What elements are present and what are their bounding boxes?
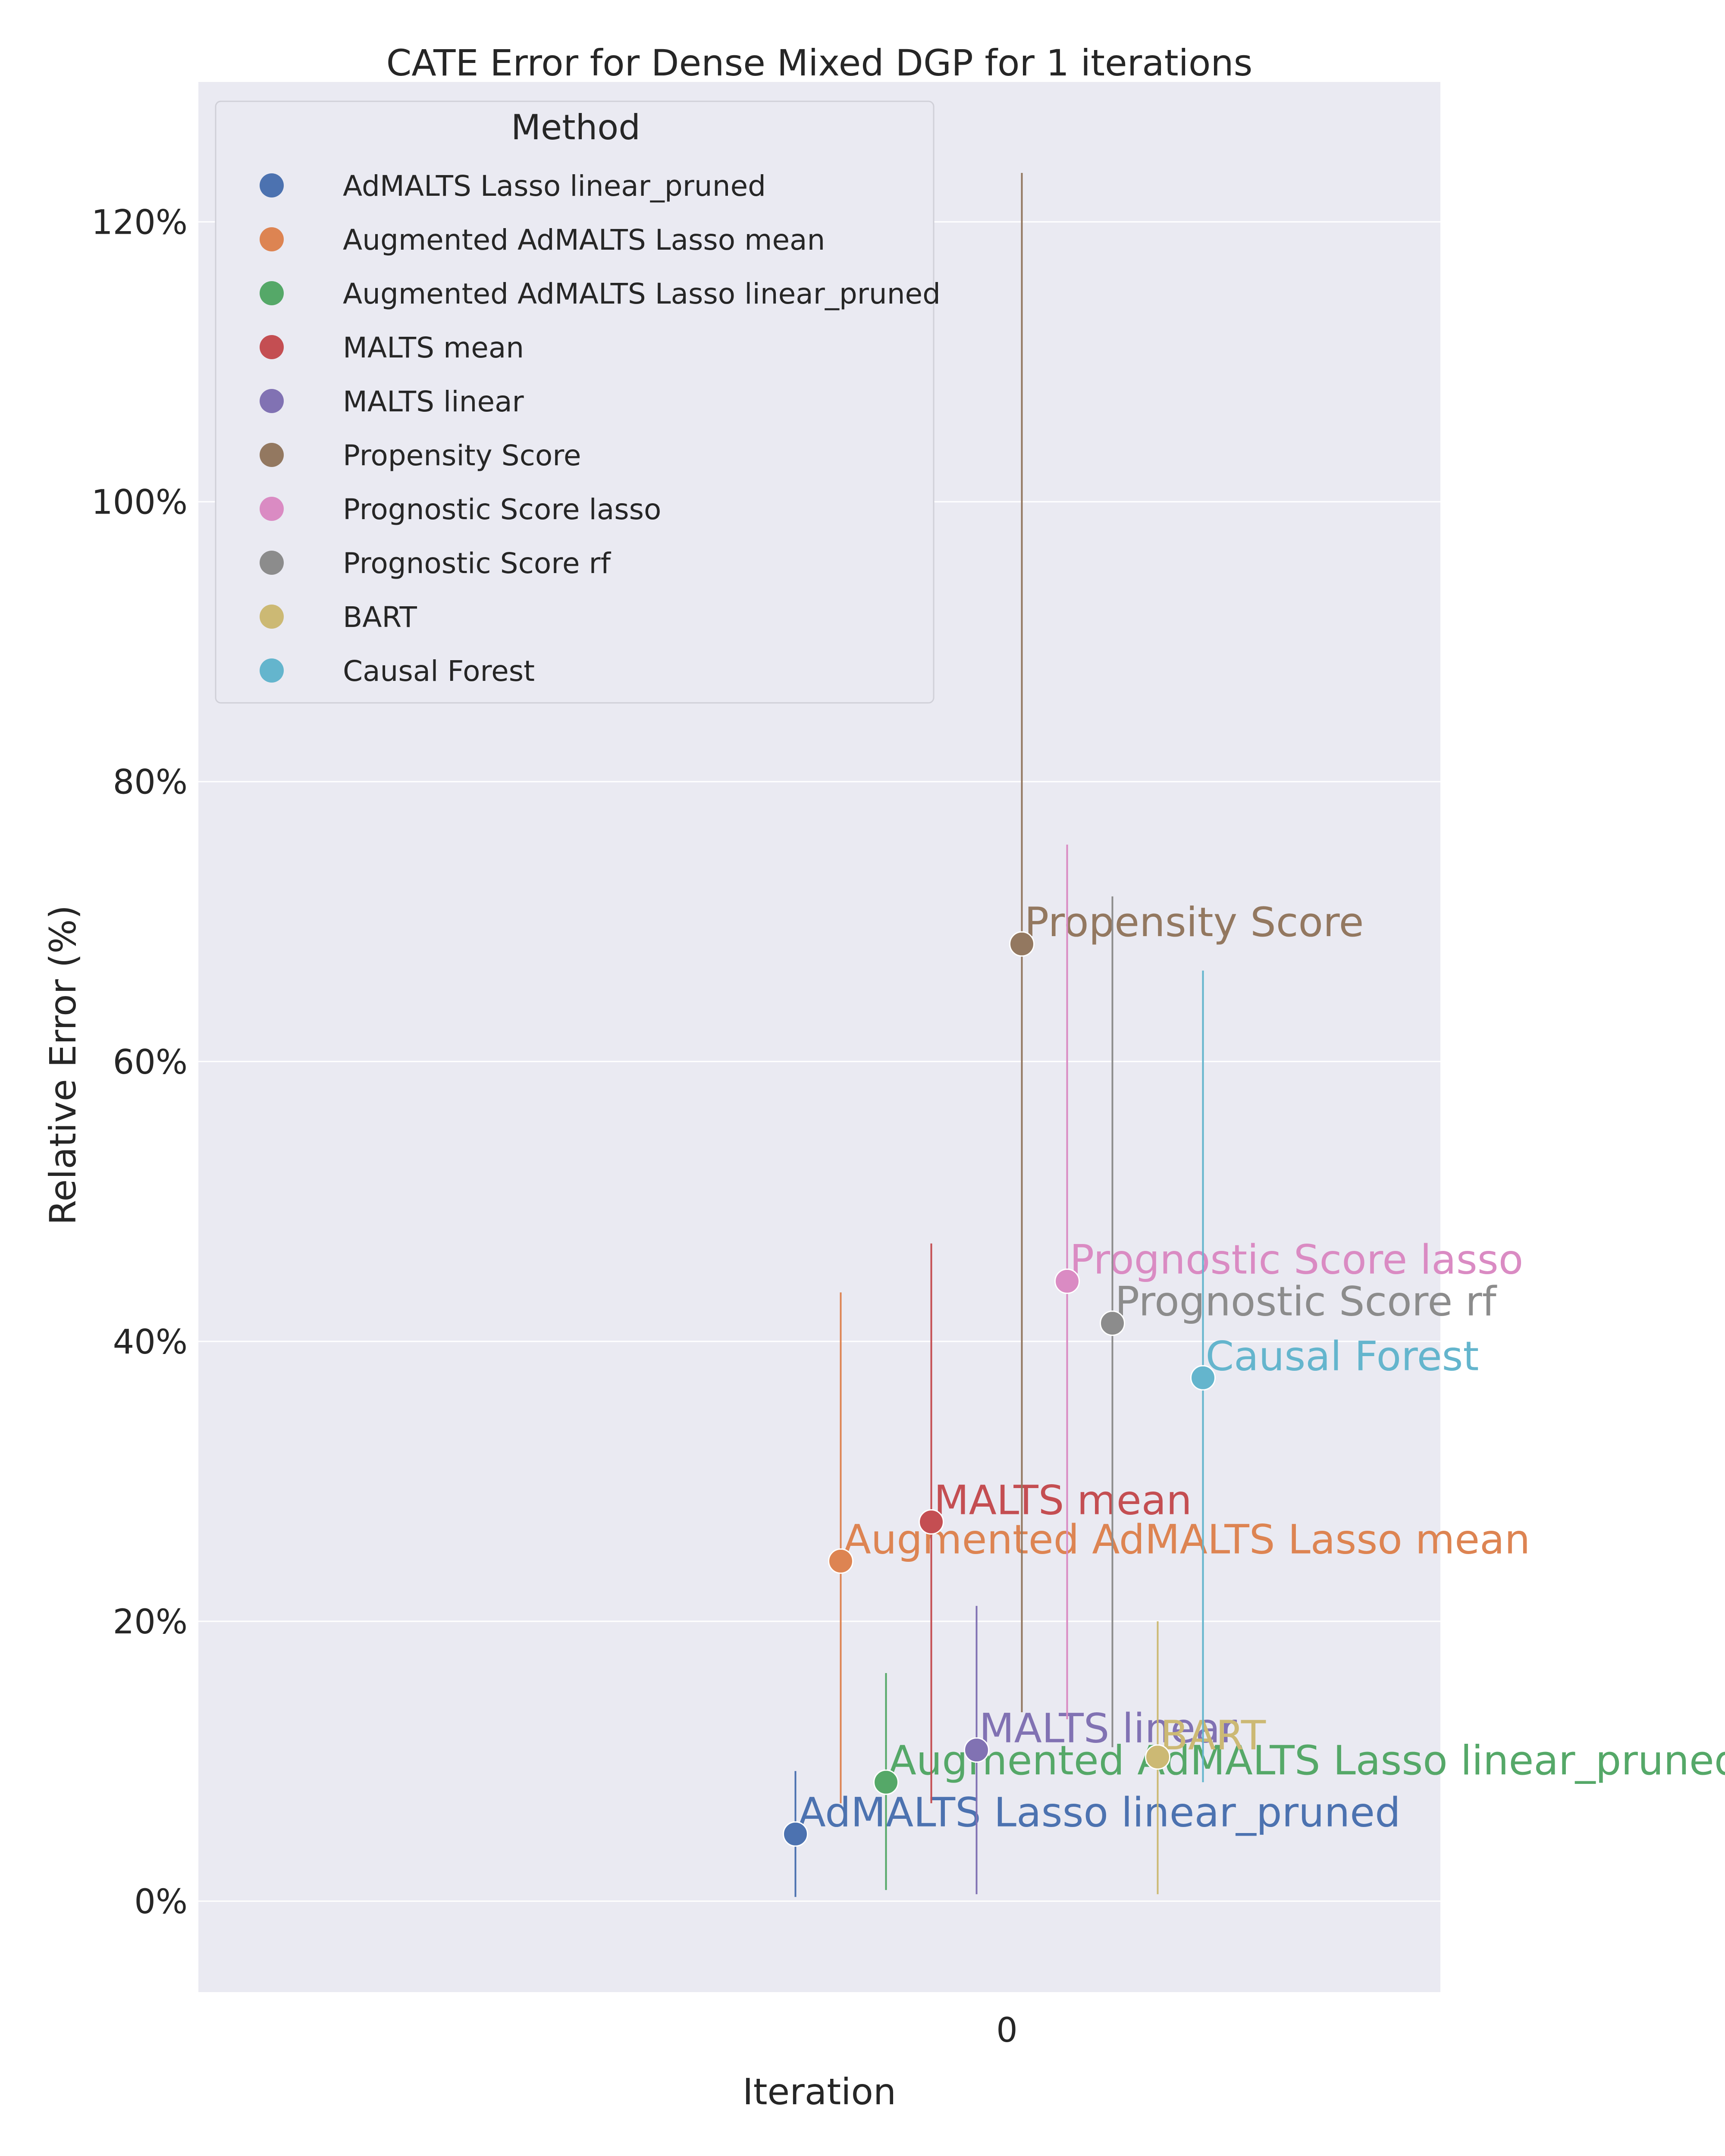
series-propensity-score (1009, 172, 1035, 1712)
x-axis-label: Iteration (743, 2071, 896, 2113)
y-tick-label: 40% (113, 1323, 188, 1362)
series-prognostic-score-rf (1100, 896, 1125, 1748)
legend-label: MALTS linear (343, 385, 524, 418)
legend-item: Prognostic Score lasso (260, 493, 661, 526)
legend-item: Propensity Score (260, 439, 581, 472)
legend-marker (260, 227, 284, 251)
x-tick-label: 0 (996, 2011, 1018, 2050)
legend-item: MALTS linear (260, 385, 524, 418)
legend-item: Augmented AdMALTS Lasso linear_pruned (260, 277, 941, 310)
legend-box (215, 100, 935, 704)
legend-label: Augmented AdMALTS Lasso linear_pruned (343, 277, 941, 310)
data-point (1054, 1268, 1080, 1294)
data-point (873, 1769, 899, 1795)
data-point (919, 1509, 944, 1535)
series-bart (1145, 1621, 1170, 1894)
axes: 0% 20% 40% 60% 80% 100% 120% 0 (91, 204, 1018, 2050)
legend-marker (260, 281, 284, 305)
data-point (1009, 931, 1035, 957)
data-label: Causal Forest (1206, 1333, 1479, 1380)
y-tick-label: 60% (113, 1043, 188, 1082)
legend-item: Augmented AdMALTS Lasso mean (260, 223, 825, 257)
legend-label: BART (343, 601, 417, 634)
data-label: MALTS mean (934, 1477, 1192, 1524)
legend-marker (260, 497, 284, 521)
y-axis-label: Relative Error (%) (42, 905, 84, 1225)
y-tick-label: 100% (91, 483, 188, 522)
legend-label: Prognostic Score rf (343, 547, 612, 580)
legend-label: MALTS mean (343, 331, 524, 364)
series-malts-linear (964, 1606, 989, 1894)
data-label: Prognostic Score lasso (1070, 1236, 1524, 1283)
legend-title: Method (511, 107, 640, 147)
series-layer: AdMALTS Lasso linear_pruned Augmented AdM… (783, 172, 1725, 1897)
legend-item: MALTS mean (260, 331, 524, 364)
legend-label: Augmented AdMALTS Lasso mean (343, 223, 825, 257)
series-augmented-admalts-lasso-linear-pruned (873, 1673, 899, 1890)
legend-label: Causal Forest (343, 655, 535, 688)
legend-label: Prognostic Score lasso (343, 493, 661, 526)
y-tick-label: 0% (134, 1883, 188, 1921)
legend-marker (260, 389, 284, 413)
legend: Method AdMALTS Lasso linear_pruned Augment… (215, 100, 941, 704)
legend-label: AdMALTS Lasso linear_pruned (343, 169, 766, 203)
y-tick-label: 120% (91, 204, 188, 242)
data-label: MALTS linear (979, 1705, 1237, 1752)
y-tick-label: 20% (113, 1603, 188, 1642)
data-label: Augmented AdMALTS Lasso mean (844, 1516, 1531, 1563)
legend-item: AdMALTS Lasso linear_pruned (260, 169, 766, 203)
data-label: Propensity Score (1025, 899, 1364, 946)
data-point (1190, 1365, 1216, 1391)
data-label: AdMALTS Lasso linear_pruned (798, 1789, 1401, 1836)
series-augmented-admalts-lasso-mean (828, 1292, 853, 1803)
legend-item: Causal Forest (260, 655, 535, 688)
series-admalts-lasso-linear-pruned (783, 1771, 808, 1897)
data-label: Augmented AdMALTS Lasso linear_pruned (889, 1737, 1725, 1784)
data-point (964, 1737, 989, 1763)
y-tick-label: 80% (113, 763, 188, 802)
series-causal-forest (1190, 970, 1216, 1783)
data-label: BART (1160, 1712, 1266, 1759)
legend-marker (260, 551, 284, 575)
legend-label: Propensity Score (343, 439, 581, 472)
point-annotations: AdMALTS Lasso linear_pruned Augmented AdM… (798, 899, 1725, 1836)
data-label: Prognostic Score rf (1115, 1279, 1497, 1326)
data-point (1145, 1744, 1170, 1770)
legend-item: BART (260, 601, 417, 634)
legend-marker (260, 443, 284, 467)
data-point (828, 1548, 853, 1574)
chart-title: CATE Error for Dense Mixed DGP for 1 ite… (386, 42, 1253, 84)
data-point (1100, 1310, 1125, 1336)
legend-item: Prognostic Score rf (260, 547, 612, 580)
legend-marker (260, 335, 284, 359)
legend-marker (260, 173, 284, 197)
legend-marker (260, 658, 284, 683)
series-malts-mean (919, 1243, 944, 1803)
series-prognostic-score-lasso (1054, 844, 1080, 1720)
data-point (783, 1821, 808, 1847)
legend-marker (260, 605, 284, 629)
